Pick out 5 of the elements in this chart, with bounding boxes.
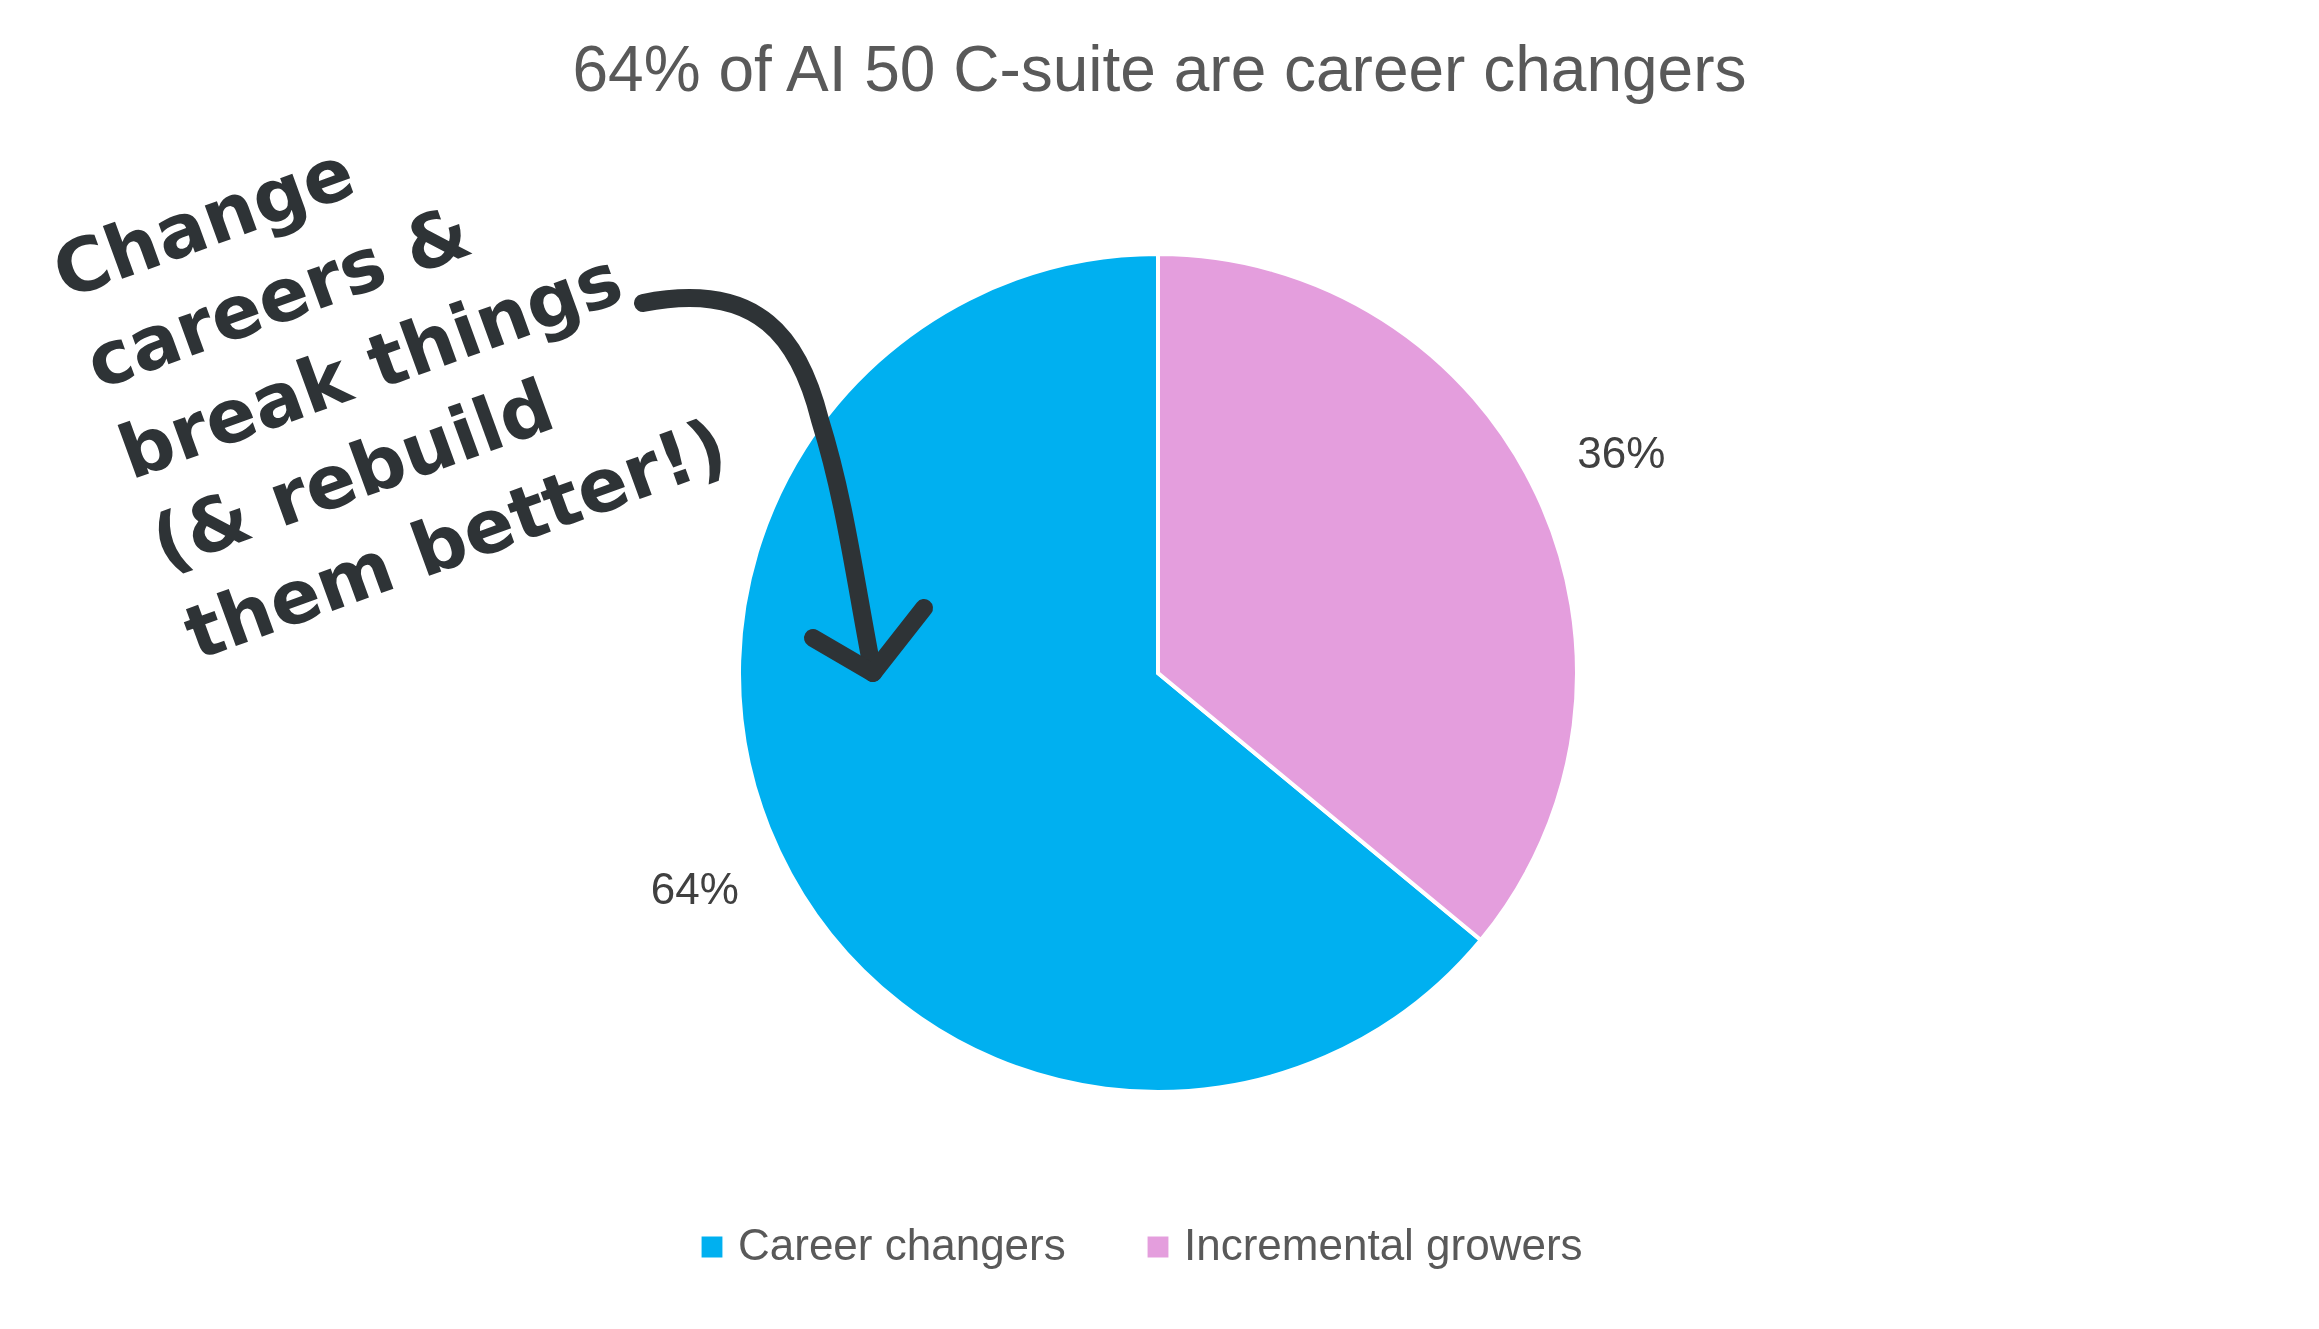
legend-label: Career changers: [738, 1220, 1066, 1269]
legend-label: Incremental growers: [1184, 1220, 1583, 1269]
data-label: 36%: [1577, 428, 1666, 477]
data-label: 64%: [650, 864, 739, 913]
chart-title: 64% of AI 50 C-suite are career changers: [572, 33, 1747, 105]
